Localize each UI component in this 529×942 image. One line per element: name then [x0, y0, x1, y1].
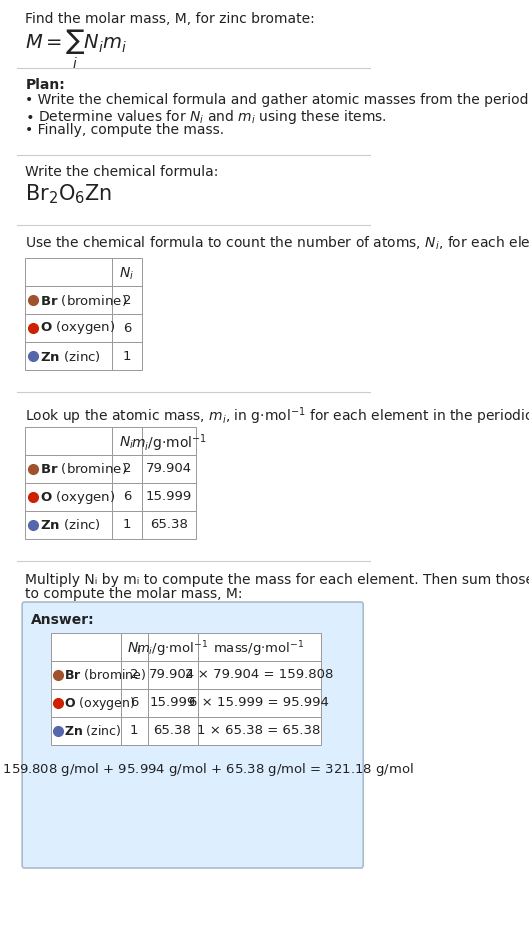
Bar	[25, 258, 112, 286]
Bar	[121, 689, 148, 717]
Text: 79.904: 79.904	[149, 669, 195, 681]
Bar	[51, 661, 121, 689]
Text: $\bf{Zn}$ (zinc): $\bf{Zn}$ (zinc)	[40, 349, 101, 364]
Bar	[148, 633, 198, 661]
Bar	[112, 286, 142, 314]
Bar	[198, 717, 321, 745]
Bar	[142, 511, 196, 539]
Text: Find the molar mass, M, for zinc bromate:: Find the molar mass, M, for zinc bromate…	[25, 12, 315, 26]
Text: Multiply Nᵢ by mᵢ to compute the mass for each element. Then sum those values: Multiply Nᵢ by mᵢ to compute the mass fo…	[25, 573, 529, 587]
Text: $M = \sum_i N_i m_i$: $M = \sum_i N_i m_i$	[25, 28, 127, 72]
Text: $N_i$: $N_i$	[120, 266, 134, 283]
Text: 65.38: 65.38	[153, 724, 191, 738]
Text: $\bullet$ Determine values for $N_i$ and $m_i$ using these items.: $\bullet$ Determine values for $N_i$ and…	[25, 108, 387, 126]
Bar	[25, 286, 112, 314]
Bar	[148, 661, 198, 689]
Bar	[51, 689, 121, 717]
Bar	[25, 511, 112, 539]
Text: 1: 1	[123, 349, 131, 363]
Text: 6: 6	[123, 321, 131, 334]
Text: $M$ = 159.808 g/mol + 95.994 g/mol + 65.38 g/mol = 321.18 g/mol: $M$ = 159.808 g/mol + 95.994 g/mol + 65.…	[0, 761, 414, 778]
Bar	[121, 661, 148, 689]
Text: Use the chemical formula to count the number of atoms, $N_i$, for each element:: Use the chemical formula to count the nu…	[25, 235, 529, 252]
Text: 1: 1	[123, 518, 131, 531]
Bar	[148, 689, 198, 717]
Text: $\bf{O}$ (oxygen): $\bf{O}$ (oxygen)	[64, 694, 135, 711]
Text: 2: 2	[130, 669, 139, 681]
Text: 15.999: 15.999	[146, 491, 192, 504]
Text: 1: 1	[130, 724, 139, 738]
Bar	[51, 717, 121, 745]
Text: $m_i$/g$\cdot$mol$^{-1}$: $m_i$/g$\cdot$mol$^{-1}$	[136, 640, 208, 658]
Bar	[112, 258, 142, 286]
Bar	[121, 633, 148, 661]
Text: $N_i$: $N_i$	[120, 435, 134, 451]
Bar	[198, 661, 321, 689]
Text: • Finally, compute the mass.: • Finally, compute the mass.	[25, 123, 225, 137]
Text: 79.904: 79.904	[146, 463, 192, 476]
Bar	[112, 511, 142, 539]
Text: 65.38: 65.38	[150, 518, 188, 531]
Bar	[51, 633, 121, 661]
Text: 6: 6	[123, 491, 131, 504]
Text: 6 × 15.999 = 95.994: 6 × 15.999 = 95.994	[189, 696, 329, 709]
Bar	[121, 717, 148, 745]
Bar	[25, 427, 112, 455]
Text: $\bf{Br}$ (bromine): $\bf{Br}$ (bromine)	[40, 293, 127, 307]
Bar	[112, 483, 142, 511]
Text: $\bf{Br}$ (bromine): $\bf{Br}$ (bromine)	[64, 668, 147, 683]
Text: Look up the atomic mass, $m_i$, in g$\cdot$mol$^{-1}$ for each element in the pe: Look up the atomic mass, $m_i$, in g$\cd…	[25, 405, 529, 427]
Bar	[112, 455, 142, 483]
Text: 2: 2	[123, 294, 131, 306]
Bar	[198, 689, 321, 717]
Bar	[142, 427, 196, 455]
Text: $\mathrm{Br_2O_6Zn}$: $\mathrm{Br_2O_6Zn}$	[25, 182, 113, 205]
Text: $\bf{O}$ (oxygen): $\bf{O}$ (oxygen)	[40, 319, 115, 336]
Bar	[112, 427, 142, 455]
Text: 1 × 65.38 = 65.38: 1 × 65.38 = 65.38	[197, 724, 321, 738]
Text: Answer:: Answer:	[31, 613, 95, 627]
Text: $m_i$/g$\cdot$mol$^{-1}$: $m_i$/g$\cdot$mol$^{-1}$	[131, 432, 207, 454]
Bar	[198, 633, 321, 661]
Text: $N_i$: $N_i$	[127, 641, 142, 658]
Text: 15.999: 15.999	[149, 696, 195, 709]
Bar	[148, 717, 198, 745]
Bar	[142, 483, 196, 511]
Text: $\bf{Br}$ (bromine): $\bf{Br}$ (bromine)	[40, 462, 127, 477]
Text: to compute the molar mass, M:: to compute the molar mass, M:	[25, 587, 243, 601]
Bar	[25, 342, 112, 370]
Text: mass/g$\cdot$mol$^{-1}$: mass/g$\cdot$mol$^{-1}$	[213, 640, 305, 658]
Text: • Write the chemical formula and gather atomic masses from the periodic table.: • Write the chemical formula and gather …	[25, 93, 529, 107]
Bar	[25, 314, 112, 342]
Text: Plan:: Plan:	[25, 78, 65, 92]
Bar	[25, 455, 112, 483]
Text: $\bf{Zn}$ (zinc): $\bf{Zn}$ (zinc)	[64, 723, 122, 739]
Bar	[25, 483, 112, 511]
Text: $\bf{O}$ (oxygen): $\bf{O}$ (oxygen)	[40, 489, 115, 506]
Text: 2 × 79.904 = 159.808: 2 × 79.904 = 159.808	[185, 669, 333, 681]
Text: Write the chemical formula:: Write the chemical formula:	[25, 165, 219, 179]
Text: $\bf{Zn}$ (zinc): $\bf{Zn}$ (zinc)	[40, 517, 101, 532]
Bar	[112, 314, 142, 342]
FancyBboxPatch shape	[22, 602, 363, 868]
Bar	[142, 455, 196, 483]
Text: 6: 6	[130, 696, 139, 709]
Bar	[112, 342, 142, 370]
Text: 2: 2	[123, 463, 131, 476]
